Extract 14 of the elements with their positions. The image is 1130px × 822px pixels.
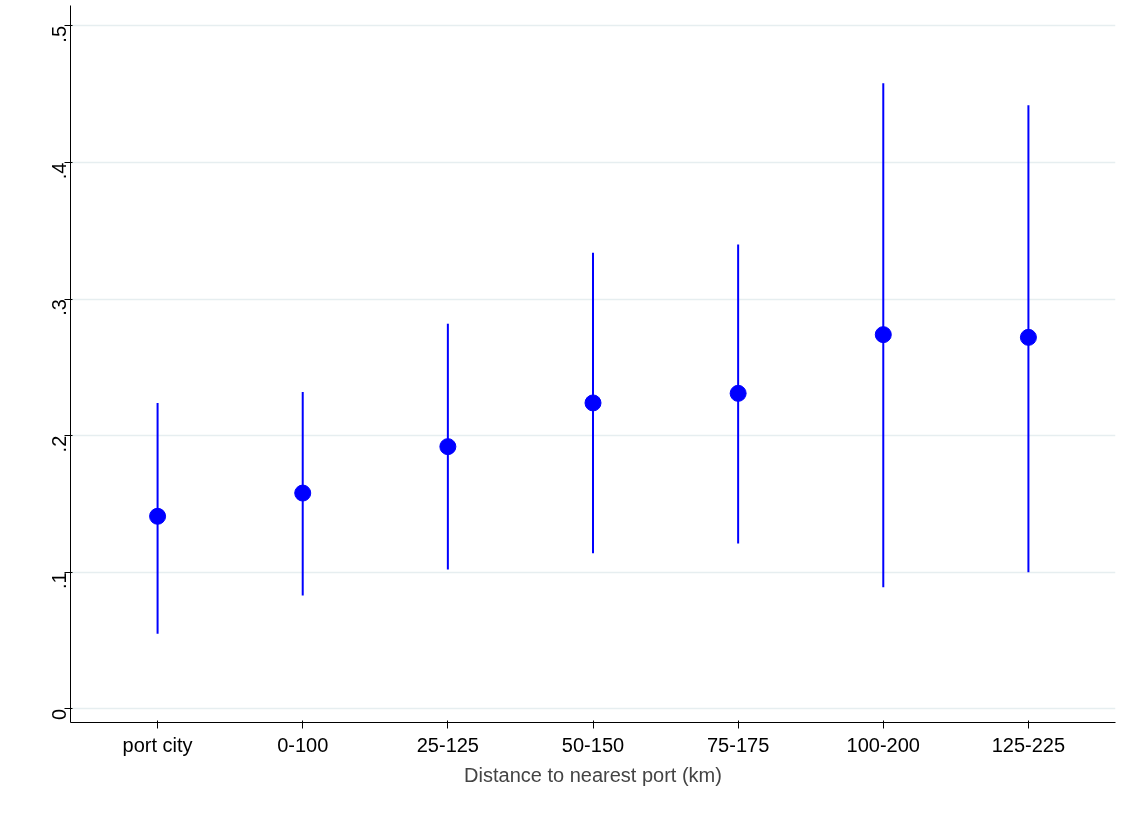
y-tick-label: .5: [48, 25, 71, 43]
y-tick-label: .1: [48, 572, 71, 589]
x-tick-label: 25-125: [416, 733, 479, 756]
x-tick-label: 100-200: [846, 733, 920, 756]
x-tick-label: port city: [122, 733, 193, 756]
x-axis-title: Distance to nearest port (km): [464, 763, 722, 786]
x-tick-label: 50-150: [561, 733, 625, 756]
y-tick-label: 0: [48, 708, 71, 720]
x-tick-label: 0-100: [277, 733, 329, 756]
x-tick-label: 125-225: [991, 733, 1066, 756]
x-tick-label: 75-175: [707, 733, 770, 756]
y-tick-label: .2: [48, 435, 71, 453]
y-tick-label: .4: [48, 162, 71, 180]
y-tick-label: .3: [48, 299, 71, 316]
